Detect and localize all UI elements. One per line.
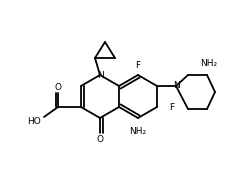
Text: F: F	[169, 102, 174, 111]
Text: O: O	[54, 83, 61, 93]
Text: HO: HO	[27, 116, 41, 126]
Text: N: N	[173, 82, 179, 90]
Text: NH₂: NH₂	[200, 58, 218, 68]
Text: N: N	[97, 70, 103, 80]
Text: F: F	[135, 61, 141, 69]
Text: O: O	[97, 135, 104, 143]
Text: NH₂: NH₂	[129, 127, 146, 135]
